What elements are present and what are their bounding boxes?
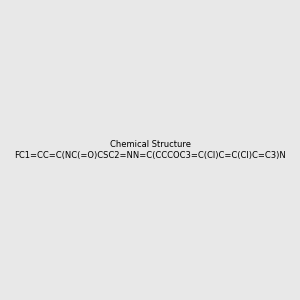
- Text: Chemical Structure
FC1=CC=C(NC(=O)CSC2=NN=C(CCCOC3=C(Cl)C=C(Cl)C=C3)N: Chemical Structure FC1=CC=C(NC(=O)CSC2=N…: [14, 140, 286, 160]
